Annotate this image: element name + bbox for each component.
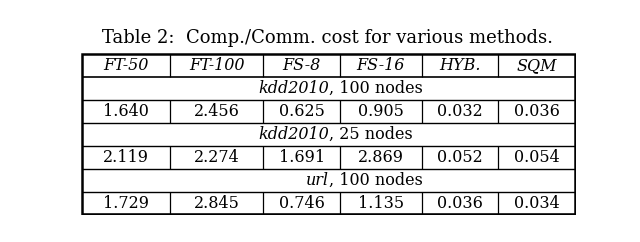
Text: FT-50: FT-50 — [104, 57, 149, 74]
Text: url: url — [306, 172, 329, 189]
Text: 1.135: 1.135 — [358, 195, 404, 212]
Text: FS-8: FS-8 — [282, 57, 321, 74]
Text: 2.845: 2.845 — [194, 195, 239, 212]
Text: 1.691: 1.691 — [278, 149, 324, 166]
Text: 2.869: 2.869 — [358, 149, 404, 166]
Text: 0.905: 0.905 — [358, 103, 404, 120]
Text: kdd2010: kdd2010 — [258, 80, 329, 97]
Text: 0.036: 0.036 — [514, 103, 559, 120]
Text: 0.052: 0.052 — [437, 149, 483, 166]
Text: 0.034: 0.034 — [514, 195, 559, 212]
Text: 2.456: 2.456 — [194, 103, 239, 120]
Text: 1.640: 1.640 — [103, 103, 149, 120]
Text: 1.729: 1.729 — [103, 195, 149, 212]
Text: 0.036: 0.036 — [437, 195, 483, 212]
Text: 0.054: 0.054 — [514, 149, 559, 166]
Text: FT-100: FT-100 — [189, 57, 244, 74]
Text: Table 2:  Comp./Comm. cost for various methods.: Table 2: Comp./Comm. cost for various me… — [102, 29, 554, 47]
Text: 2.274: 2.274 — [194, 149, 239, 166]
Text: kdd2010: kdd2010 — [258, 126, 329, 143]
Text: HYB.: HYB. — [440, 57, 481, 74]
Text: 0.746: 0.746 — [278, 195, 324, 212]
Text: , 100 nodes: , 100 nodes — [329, 172, 422, 189]
Bar — [83, 54, 575, 214]
Text: , 100 nodes: , 100 nodes — [329, 80, 422, 97]
Text: SQM: SQM — [516, 57, 557, 74]
Text: FS-16: FS-16 — [356, 57, 405, 74]
Text: 0.032: 0.032 — [437, 103, 483, 120]
Text: 0.625: 0.625 — [278, 103, 324, 120]
Text: , 25 nodes: , 25 nodes — [329, 126, 413, 143]
Text: 2.119: 2.119 — [103, 149, 149, 166]
